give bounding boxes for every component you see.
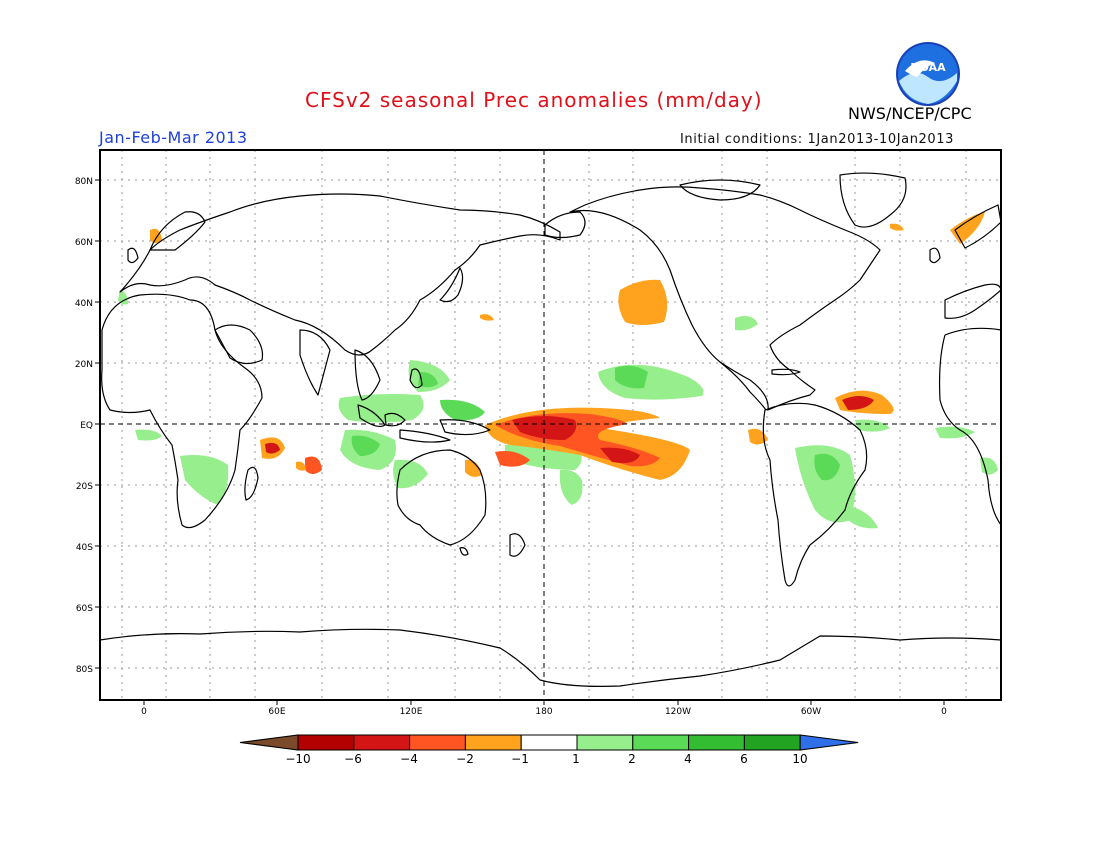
legend-swatch [632, 734, 690, 751]
legend-swatch [520, 734, 578, 751]
legend-swatch [297, 734, 355, 751]
initial-conditions: Initial conditions: 1Jan2013-10Jan2013 [680, 132, 955, 147]
legend-swatch [688, 734, 745, 751]
lon-label: 120W [665, 707, 691, 717]
lat-label: EQ [80, 421, 93, 431]
lon-label: 60W [801, 707, 821, 717]
legend-label: 6 [740, 752, 748, 766]
tick-marks [95, 179, 945, 705]
map-frame [99, 149, 1002, 701]
legend-label: −4 [400, 752, 418, 766]
svg-text:NOAA: NOAA [910, 61, 946, 74]
legend-swatch [576, 734, 634, 751]
lat-label: 80S [76, 665, 93, 675]
noaa-logo: NOAA [896, 42, 960, 106]
legend-label: −1 [511, 752, 529, 766]
lat-label: 60N [75, 238, 93, 248]
forecast-period: Jan-Feb-Mar 2013 [99, 128, 248, 147]
coastlines [100, 172, 1001, 687]
legend-arrow-high [799, 734, 859, 751]
map-title: CFSv2 seasonal Prec anomalies (mm/day) [305, 88, 763, 112]
lat-label: 40S [76, 543, 93, 553]
wet-anomalies [118, 290, 998, 529]
lat-label: 60S [76, 604, 93, 614]
lon-label: 180 [535, 707, 552, 717]
lat-label: 20N [75, 360, 93, 370]
legend-swatch [409, 734, 466, 751]
legend-label: 4 [684, 752, 692, 766]
legend-swatch [353, 734, 411, 751]
legend-label: 10 [792, 752, 807, 766]
lat-label: 80N [75, 177, 93, 187]
legend-swatch [464, 734, 522, 751]
legend-label: −2 [456, 752, 474, 766]
legend-label: −6 [344, 752, 362, 766]
lon-label: 120E [400, 707, 423, 717]
lon-label: 0 [941, 707, 947, 717]
agency-label: NWS/NCEP/CPC [848, 104, 972, 123]
legend-swatch [743, 734, 801, 751]
longitude-labels: 0 60E 120E 180 120W 60W 0 [141, 707, 947, 717]
lon-gridlines [121, 150, 967, 700]
lon-label: 0 [141, 707, 147, 717]
legend-label: −10 [285, 752, 310, 766]
legend-arrow-low [239, 734, 299, 751]
lat-label: 20S [76, 482, 93, 492]
lat-label: 40N [75, 299, 93, 309]
dry-anomalies [150, 212, 985, 480]
latitude-labels: 80N 60N 40N 20N EQ 20S 40S 60S 80S [75, 177, 93, 675]
lon-label: 60E [268, 707, 285, 717]
legend-label: 2 [628, 752, 636, 766]
legend-label: 1 [572, 752, 580, 766]
